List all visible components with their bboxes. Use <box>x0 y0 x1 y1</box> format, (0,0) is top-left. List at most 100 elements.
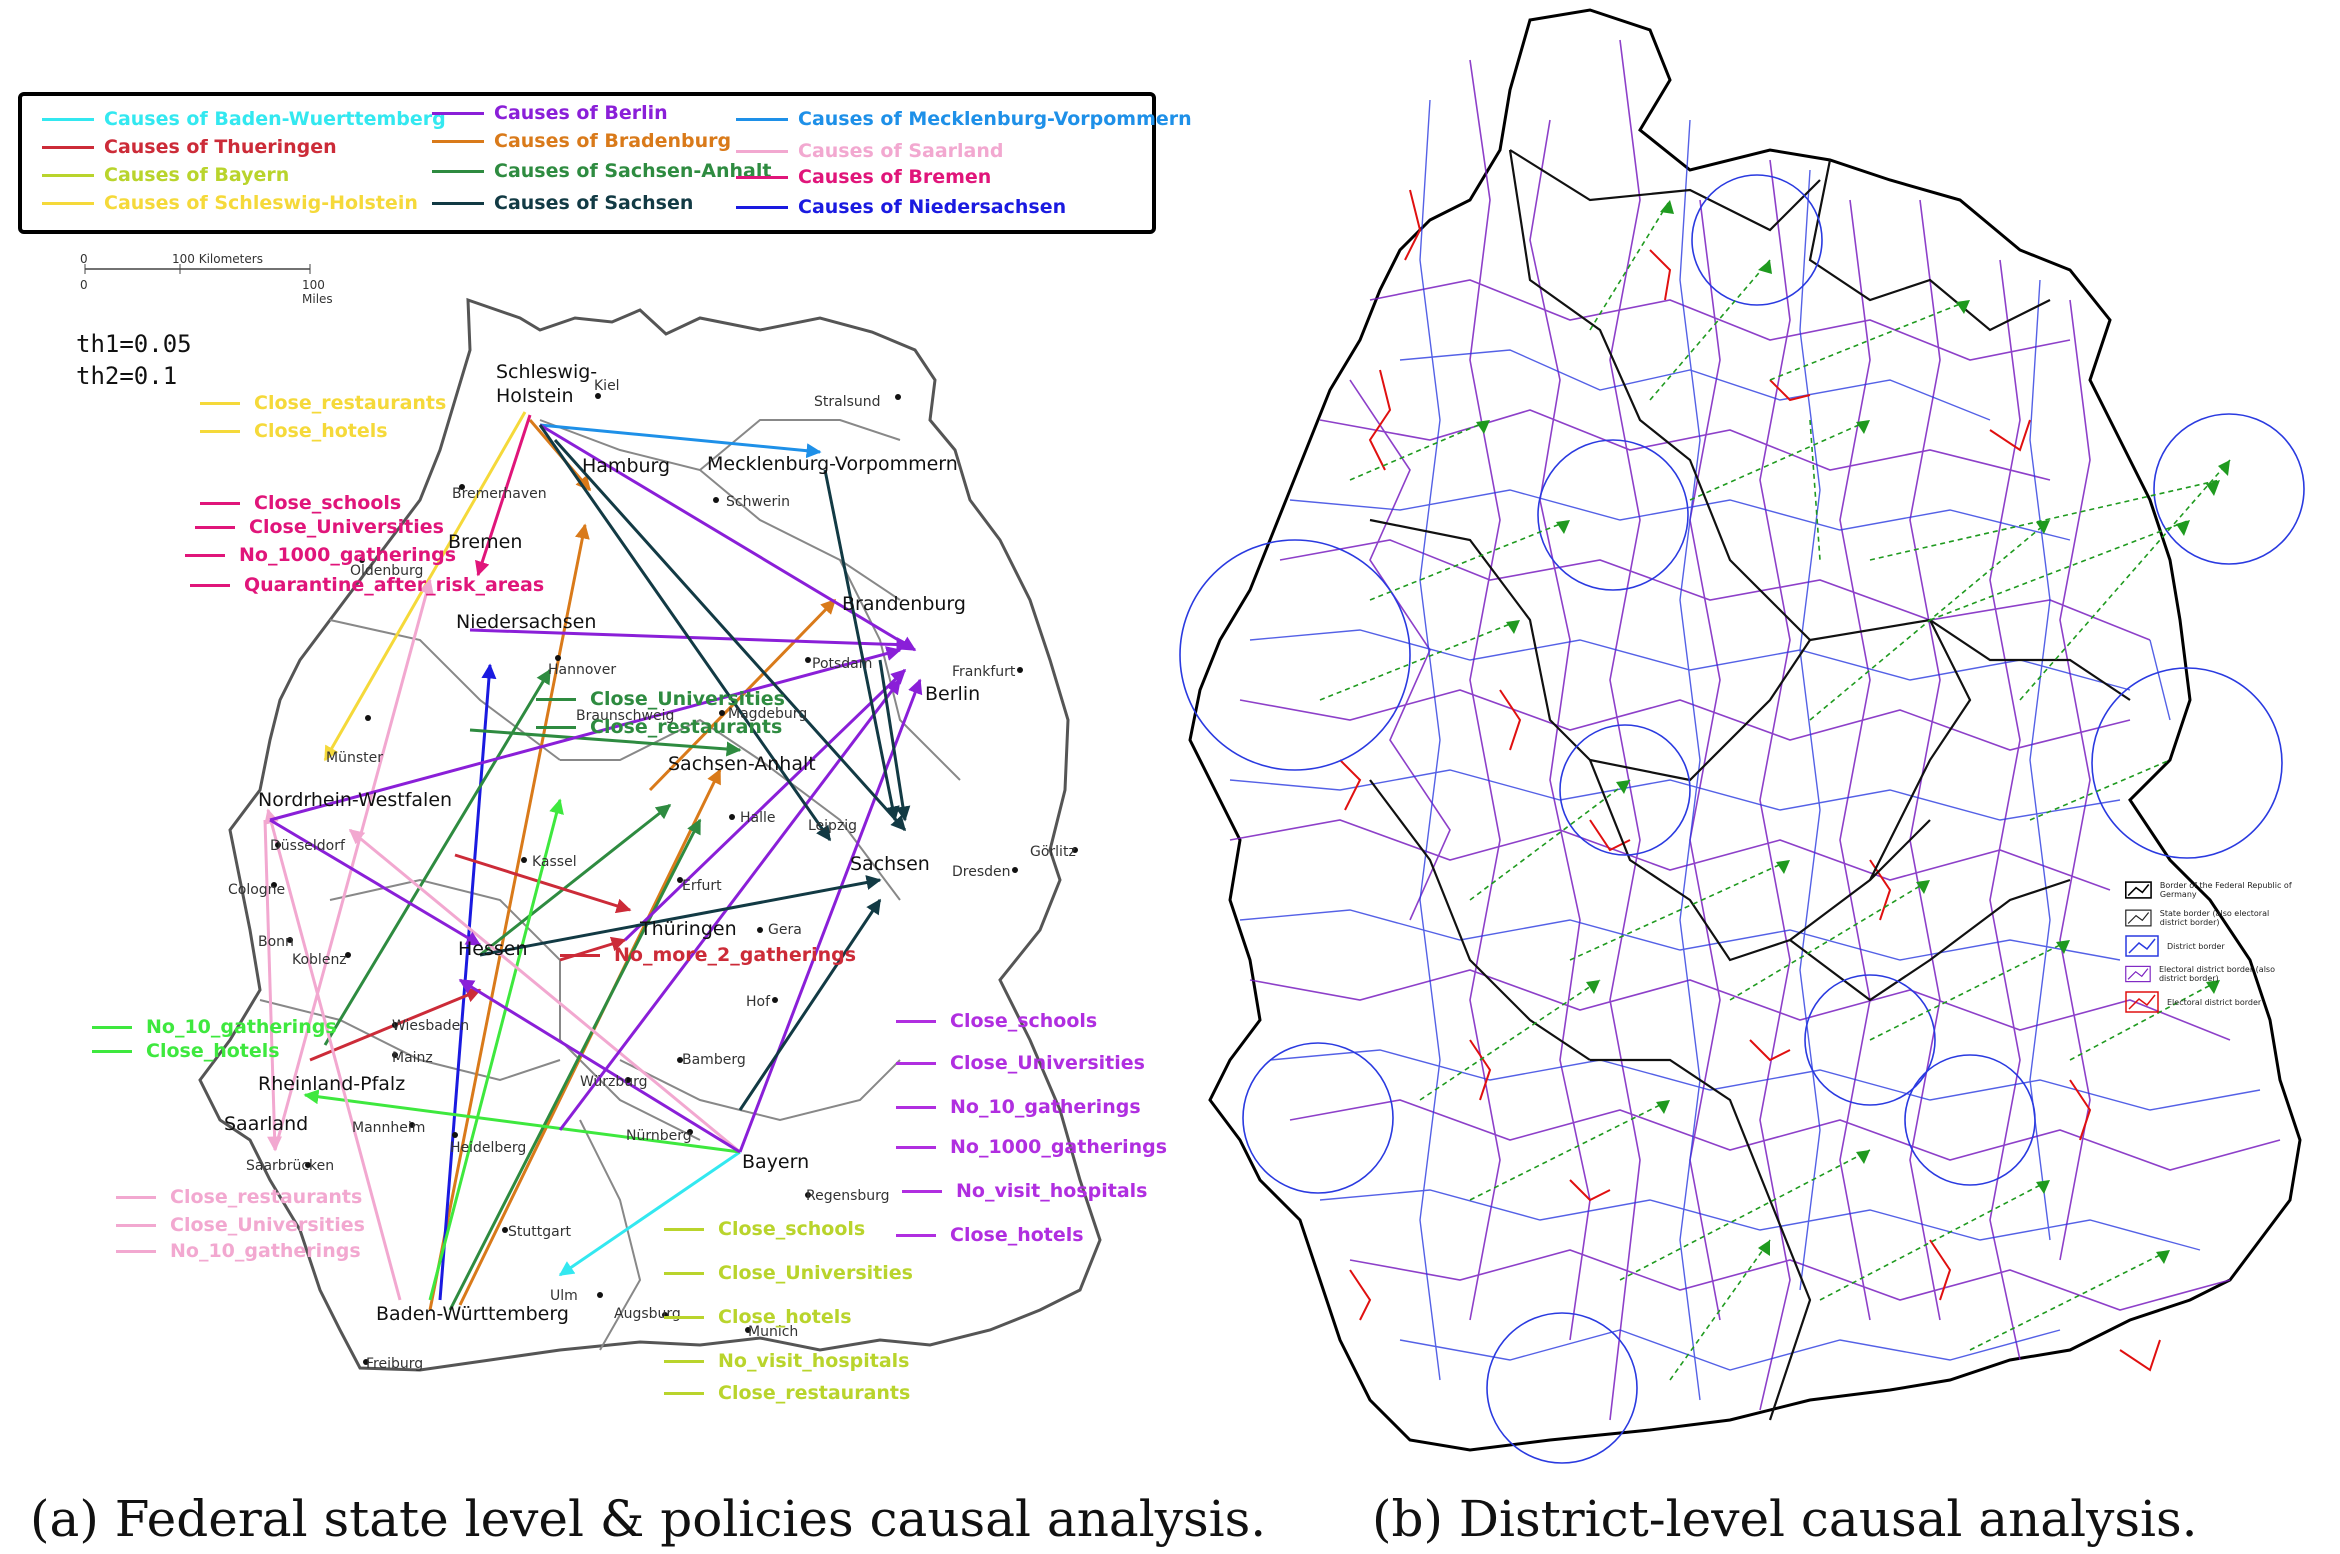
policy-text: No_10_gatherings <box>146 1016 337 1038</box>
state-borders-black <box>1369 149 2131 1421</box>
state-causal-map: Schleswig- Holstein Mecklenburg-Vorpomme… <box>198 297 1102 1372</box>
policy-tick <box>896 1019 936 1023</box>
policy-label: No_1000_gatherings <box>896 1136 1167 1158</box>
policy-text: Close_Universities <box>718 1262 913 1284</box>
policy-tick <box>92 1049 132 1053</box>
district-legend-item: State border (also electoral district bo… <box>2125 904 2295 932</box>
policy-label: Close_restaurants <box>536 716 782 738</box>
policy-label: No_10_gatherings <box>896 1096 1141 1118</box>
legend-label: Electoral district border <box>2167 997 2262 1007</box>
germany-outline <box>198 297 1102 1372</box>
city-label: Ulm <box>550 1288 578 1304</box>
policy-label: No_10_gatherings <box>92 1016 337 1038</box>
legend-item: Causes of Bradenburg <box>432 130 731 152</box>
district-legend-item: Border of the Federal Republic of German… <box>2125 876 2295 904</box>
district-borders-red <box>1339 189 2161 1372</box>
policy-text: No_visit_hospitals <box>956 1180 1148 1202</box>
policy-label: Close_schools <box>896 1010 1097 1032</box>
legend-swatch <box>42 201 94 205</box>
policy-label: Close_Universities <box>195 516 444 538</box>
district-legend-item: District border <box>2125 932 2295 960</box>
policy-tick <box>116 1223 156 1227</box>
legend-label: Border of the Federal Republic of German… <box>2159 881 2292 899</box>
city-label: Münster <box>326 750 383 766</box>
state-label: Mecklenburg-Vorpommern <box>707 453 958 475</box>
city-label: Düsseldorf <box>270 838 346 854</box>
state-label: Bremen <box>448 531 522 553</box>
city-label: Gera <box>768 922 802 938</box>
legend-item: Causes of Baden-Wuerttemberg <box>42 108 446 130</box>
policy-text: No_1000_gatherings <box>950 1136 1168 1158</box>
city-label: Leipzig <box>808 818 857 834</box>
policy-text: No_visit_hospitals <box>718 1350 910 1372</box>
policy-tick <box>560 953 600 957</box>
legend-swatch <box>2125 881 2152 899</box>
city-label: Kassel <box>532 854 577 870</box>
state-label: Saarland <box>224 1113 308 1135</box>
legend-swatch <box>2125 991 2159 1013</box>
state-label: Niedersachsen <box>456 611 596 633</box>
city-label: Regensburg <box>806 1188 890 1204</box>
city-label: Erfurt <box>682 878 722 894</box>
state-label: Nordrhein-Westfalen <box>258 789 452 811</box>
policy-tick <box>664 1271 704 1275</box>
city-label: Kiel <box>594 378 620 394</box>
state-label: Brandenburg <box>842 593 966 615</box>
state-label: Berlin <box>925 683 980 705</box>
legend-item: Causes of Berlin <box>432 102 668 124</box>
policy-text: No_1000_gatherings <box>239 544 457 566</box>
policy-text: Close_hotels <box>950 1224 1084 1246</box>
policy-text: Close_Universities <box>590 688 785 710</box>
policy-tick <box>664 1227 704 1231</box>
city-label: Stuttgart <box>508 1224 571 1240</box>
city-label: Stralsund <box>814 394 881 410</box>
policy-tick <box>116 1195 156 1199</box>
city-label: Heidelberg <box>450 1140 526 1156</box>
legend-swatch <box>736 205 788 209</box>
legend-label: Causes of Schleswig-Holstein <box>104 192 418 214</box>
legend-swatch <box>432 139 484 143</box>
policy-label: No_more_2_gatherings <box>560 944 856 966</box>
policy-text: Close_schools <box>950 1010 1098 1032</box>
policy-text: Close_restaurants <box>170 1186 363 1208</box>
city-label: Koblenz <box>292 952 347 968</box>
legend-label: Causes of Sachsen <box>494 192 694 214</box>
legend-item: Causes of Schleswig-Holstein <box>42 192 418 214</box>
legend-swatch <box>42 173 94 177</box>
city-label: Schwerin <box>726 494 790 510</box>
policy-label: Close_restaurants <box>664 1382 910 1404</box>
threshold-th2: th2=0.1 <box>76 362 178 390</box>
policy-tick <box>195 525 235 529</box>
state-label: Sachsen-Anhalt <box>668 753 816 775</box>
district-legend-item: Electoral district border (also district… <box>2125 960 2295 988</box>
legend-label: Causes of Baden-Wuerttemberg <box>104 108 446 130</box>
policy-label: Close_Universities <box>536 688 785 710</box>
district-legend-item: Electoral district border <box>2125 988 2295 1016</box>
panel-a-state-map: Schleswig- Holstein Mecklenburg-Vorpomme… <box>18 92 1266 1548</box>
city-label: Magdeburg <box>728 706 807 722</box>
legend-swatch <box>42 145 94 149</box>
policy-text: Close_hotels <box>254 420 388 442</box>
state-label: Thüringen <box>639 918 737 940</box>
district-legend: Border of the Federal Republic of German… <box>2125 876 2295 1016</box>
policy-text: No_more_2_gatherings <box>614 944 857 966</box>
legend-item: Causes of Bremen <box>736 166 991 188</box>
scale-km-zero: 0 <box>80 252 88 266</box>
policy-label: No_visit_hospitals <box>664 1350 909 1372</box>
policy-label: Close_hotels <box>200 420 388 442</box>
state-label: Holstein <box>496 385 574 407</box>
district-borders-blue <box>1229 99 2261 1401</box>
city-label: Freiburg <box>366 1356 423 1372</box>
policy-tick <box>200 501 240 505</box>
legend-label: Causes of Thueringen <box>104 136 337 158</box>
district-causal-links <box>1319 199 2231 1381</box>
policy-text: Close_schools <box>718 1218 866 1240</box>
city-dots <box>271 393 1078 1365</box>
city-label: Munich <box>748 1324 798 1340</box>
germany-border <box>1188 8 2302 1452</box>
policy-label: No_10_gatherings <box>116 1240 361 1262</box>
policy-label: Close_schools <box>200 492 401 514</box>
legend-item: Causes of Sachsen <box>432 192 693 214</box>
legend-swatch <box>432 201 484 205</box>
policy-label: No_visit_hospitals <box>902 1180 1147 1202</box>
